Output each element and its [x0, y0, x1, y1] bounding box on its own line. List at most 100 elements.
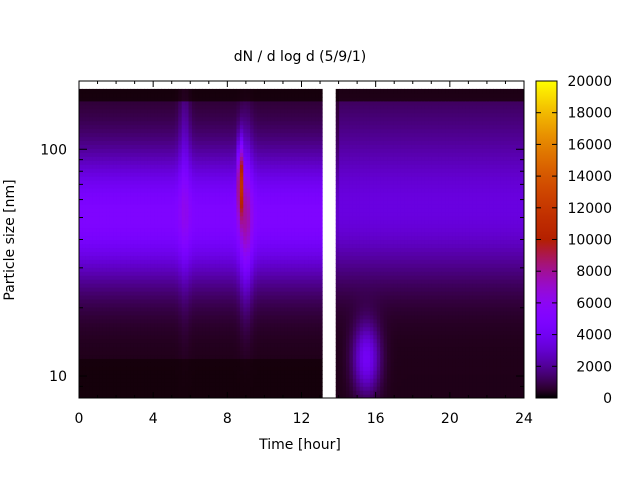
heatmap-cell [284, 184, 289, 189]
heatmap-cell [191, 140, 196, 145]
heatmap-cell [291, 243, 296, 249]
heatmap-cell [284, 219, 289, 225]
heatmap-cell [212, 338, 217, 344]
heatmap-cell [102, 219, 107, 225]
heatmap-cell [280, 330, 285, 336]
heatmap-cell [257, 215, 262, 221]
heatmap-cell [277, 96, 282, 102]
heatmap-cell [116, 164, 121, 169]
heatmap-cell [195, 172, 200, 177]
heatmap-cell [164, 350, 169, 356]
heatmap-cell [280, 239, 285, 245]
heatmap-cell [209, 378, 214, 383]
heatmap-cell [99, 338, 104, 344]
heatmap-cell [267, 199, 272, 205]
heatmap-cell [89, 330, 94, 336]
heatmap-cell [79, 255, 84, 260]
heatmap-cell [287, 271, 292, 276]
heatmap-cell [181, 116, 186, 122]
heatmap-cell [260, 279, 265, 284]
heatmap-cell [126, 338, 131, 344]
heatmap-cell [133, 140, 138, 145]
heatmap-cell [174, 120, 179, 126]
heatmap-cell [212, 294, 217, 300]
heatmap-cell [209, 203, 214, 209]
heatmap-cell [243, 199, 248, 205]
heatmap-cell [171, 322, 176, 328]
heatmap-cell [89, 231, 94, 237]
heatmap-cell [219, 164, 224, 169]
heatmap-cell [106, 263, 111, 268]
heatmap-cell [253, 366, 258, 371]
heatmap-cell [246, 338, 251, 344]
heatmap-cell [226, 227, 231, 233]
heatmap-cell [89, 120, 94, 126]
heatmap-cell [123, 92, 128, 98]
heatmap-cell [82, 390, 87, 395]
heatmap-cell [154, 231, 159, 237]
heatmap-cell [130, 88, 135, 94]
heatmap-cell [89, 298, 94, 304]
heatmap-cell [212, 215, 217, 221]
heatmap-cell [284, 136, 289, 142]
heatmap-cell [168, 112, 173, 118]
heatmap-cell [89, 148, 94, 153]
heatmap-cell [133, 318, 138, 324]
heatmap-cell [229, 144, 234, 149]
heatmap-cell [185, 306, 190, 312]
heatmap-cell [79, 140, 84, 145]
heatmap-cell [133, 386, 138, 391]
heatmap-cell [120, 168, 125, 173]
heatmap-cell [202, 88, 207, 94]
heatmap-cell [277, 172, 282, 177]
heatmap-cell [195, 128, 200, 134]
heatmap-cell [257, 223, 262, 229]
heatmap-cell [99, 271, 104, 276]
heatmap-cell [287, 199, 292, 205]
heatmap-cell [257, 140, 262, 145]
heatmap-cell [195, 148, 200, 153]
heatmap-cell [137, 267, 142, 272]
heatmap-cell [226, 263, 231, 268]
heatmap-cell [181, 330, 186, 336]
heatmap-cell [99, 160, 104, 165]
heatmap-cell [144, 156, 149, 161]
heatmap-cell [137, 160, 142, 165]
heatmap-cell [154, 223, 159, 229]
heatmap-cell [280, 382, 285, 387]
heatmap-cell [294, 164, 299, 169]
heatmap-cell [168, 291, 173, 296]
heatmap-cell [233, 279, 238, 284]
heatmap-cell [96, 140, 101, 145]
heatmap-cell [195, 191, 200, 197]
heatmap-cell [280, 318, 285, 324]
heatmap-cell [226, 223, 231, 229]
heatmap-cell [96, 267, 101, 272]
heatmap-cell [123, 279, 128, 284]
heatmap-cell [257, 358, 262, 363]
heatmap-cell [287, 287, 292, 292]
heatmap-cell [212, 211, 217, 217]
heatmap-cell [219, 124, 224, 130]
heatmap-cell [212, 298, 217, 304]
heatmap-cell [85, 180, 90, 185]
heatmap-cell [274, 267, 279, 272]
heatmap-cell [161, 199, 166, 205]
heatmap-cell [178, 350, 183, 356]
heatmap-cell [198, 291, 203, 296]
heatmap-cell [202, 382, 207, 387]
heatmap-cell [150, 255, 155, 260]
heatmap-cell [126, 318, 131, 324]
heatmap-cell [226, 92, 231, 98]
heatmap-cell [130, 219, 135, 225]
heatmap-cell [236, 140, 241, 145]
heatmap-cell [205, 255, 210, 260]
heatmap-cell [164, 358, 169, 363]
heatmap-cell [236, 88, 241, 94]
heatmap-cell [229, 172, 234, 177]
heatmap-cell [202, 338, 207, 344]
heatmap-cell [157, 219, 162, 225]
heatmap-cell [188, 259, 193, 264]
heatmap-cell [215, 279, 220, 284]
heatmap-cell [137, 243, 142, 249]
